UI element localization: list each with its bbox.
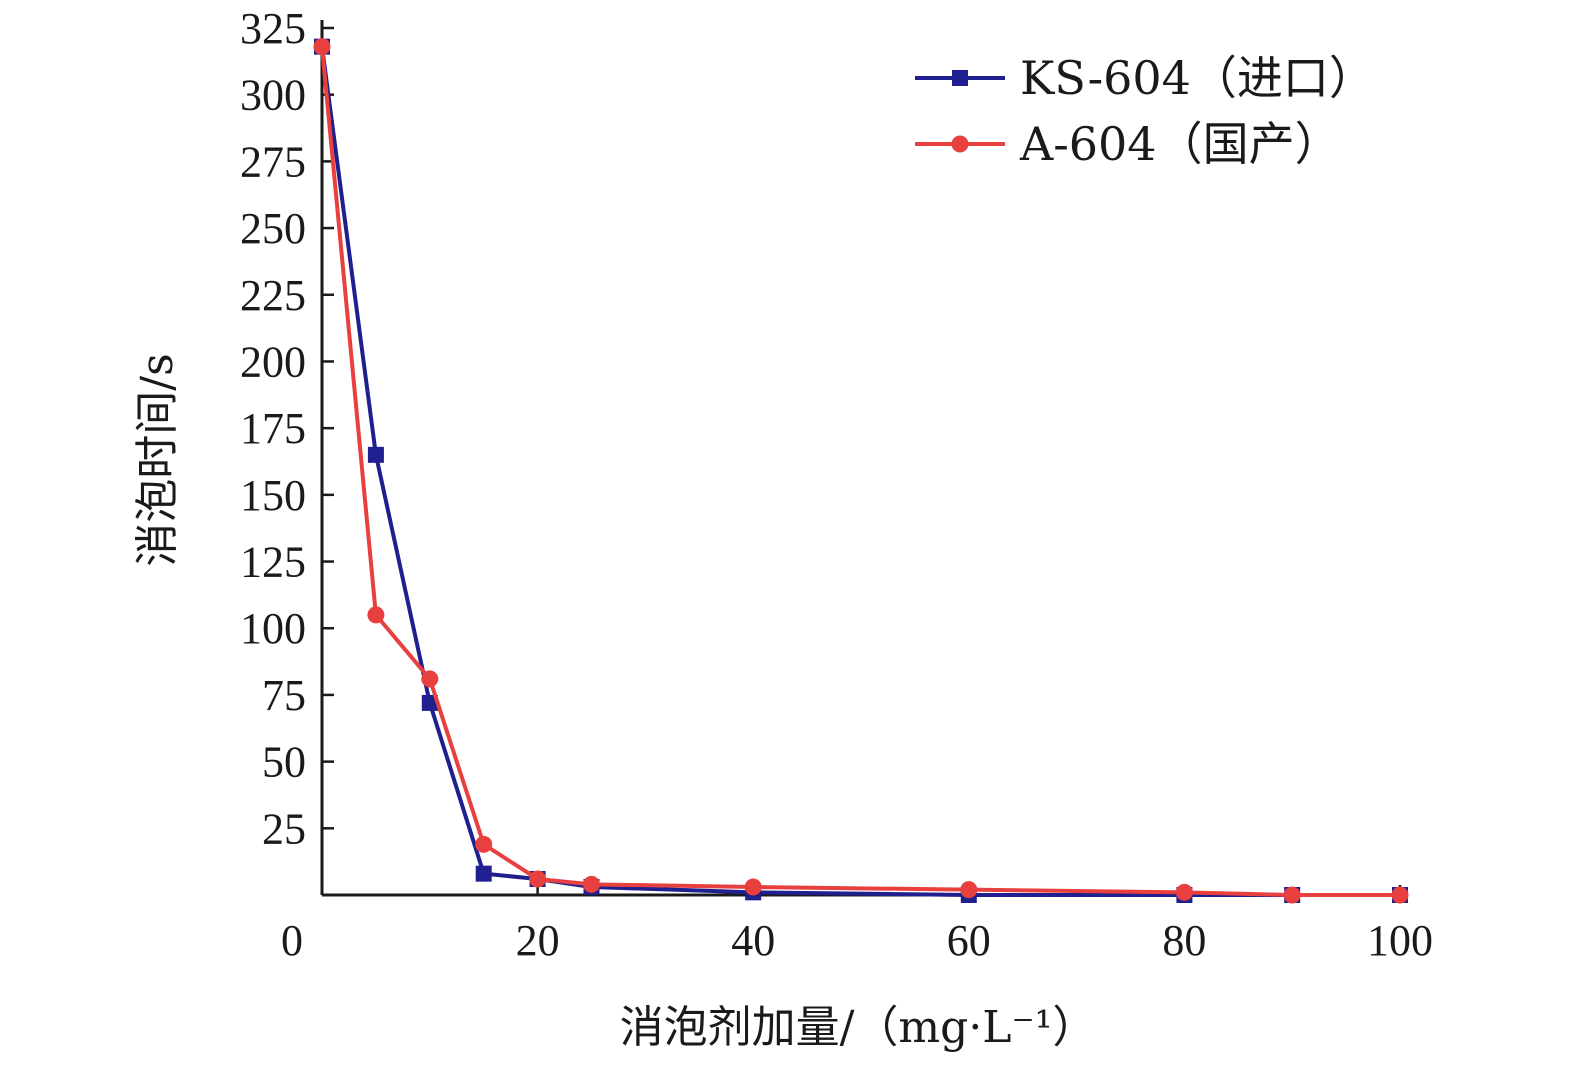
x-tick-label: 80 <box>1162 916 1206 965</box>
legend-marker <box>951 135 969 153</box>
y-axis-title: 消泡时间/s <box>132 353 183 566</box>
legend-label: KS-604（进口） <box>1020 51 1375 105</box>
x-tick-label: 0 <box>281 916 303 965</box>
data-point <box>744 878 762 896</box>
x-axis-title: 消泡剂加量/（mg·L⁻¹） <box>620 1002 1097 1053</box>
y-tick-label: 225 <box>240 271 306 320</box>
legend-marker <box>952 70 968 86</box>
y-tick-label: 150 <box>240 471 306 520</box>
y-tick-label: 275 <box>240 137 306 186</box>
y-tick-label: 300 <box>240 71 306 120</box>
x-tick-label: 100 <box>1367 916 1433 965</box>
y-tick-label: 100 <box>240 604 306 653</box>
x-tick-label: 60 <box>947 916 991 965</box>
series-line <box>320 46 1400 897</box>
data-point <box>960 881 978 899</box>
data-point <box>1283 886 1301 904</box>
data-point <box>421 670 439 688</box>
series-layer <box>313 38 1409 904</box>
data-point <box>1175 883 1193 901</box>
series-line <box>320 46 1400 897</box>
x-tick-label: 40 <box>731 916 775 965</box>
y-tick-label: 325 <box>240 4 306 53</box>
x-ticks: 0 20 40 60 80 100 <box>281 885 1433 965</box>
data-point <box>583 875 600 893</box>
data-point <box>475 835 493 853</box>
y-tick-label: 75 <box>262 671 306 720</box>
y-tick-label: 125 <box>240 538 306 587</box>
y-tick-label: 175 <box>240 404 306 453</box>
y-tick-label: 25 <box>262 804 306 853</box>
data-point <box>421 694 438 711</box>
data-point <box>367 446 384 463</box>
x-tick-label: 20 <box>516 916 560 965</box>
legend-label: A-604（国产） <box>1019 117 1341 171</box>
legend: KS-604（进口） A-604（国产） <box>915 51 1375 171</box>
y-ticks: 25 50 75 100 125 150 175 200 225 250 275 300 325 <box>240 4 334 853</box>
y-tick-label: 50 <box>262 738 306 787</box>
series-2 <box>313 38 1409 904</box>
y-tick-label: 200 <box>240 337 306 386</box>
data-point <box>475 865 492 882</box>
data-point <box>367 606 385 624</box>
data-point <box>313 38 331 56</box>
data-point <box>529 870 547 888</box>
y-tick-label: 250 <box>240 204 306 253</box>
data-point <box>1391 886 1409 904</box>
